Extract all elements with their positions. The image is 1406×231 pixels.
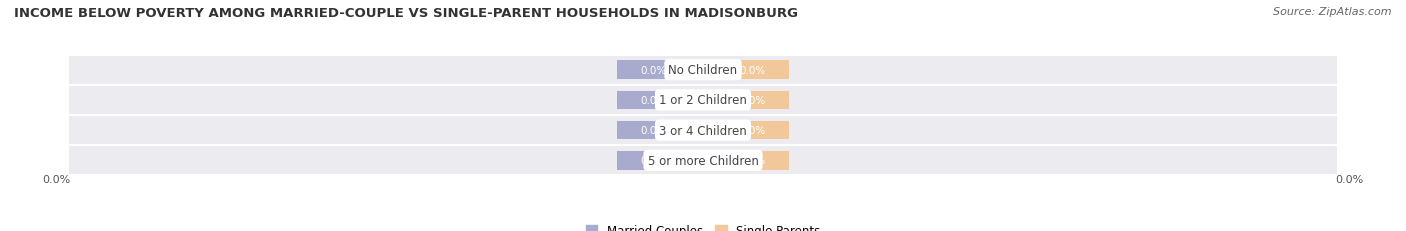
Bar [617, 121, 690, 140]
Text: 0.0%: 0.0% [640, 65, 666, 75]
Text: 0.0%: 0.0% [740, 126, 766, 136]
Text: INCOME BELOW POVERTY AMONG MARRIED-COUPLE VS SINGLE-PARENT HOUSEHOLDS IN MADISON: INCOME BELOW POVERTY AMONG MARRIED-COUPL… [14, 7, 799, 20]
Legend: Married Couples, Single Parents: Married Couples, Single Parents [581, 219, 825, 231]
Bar [69, 87, 1337, 114]
Text: Source: ZipAtlas.com: Source: ZipAtlas.com [1274, 7, 1392, 17]
Text: 1 or 2 Children: 1 or 2 Children [659, 94, 747, 107]
Text: 0.0%: 0.0% [640, 126, 666, 136]
Bar [69, 117, 1337, 144]
Bar [617, 151, 690, 170]
Text: 0.0%: 0.0% [42, 174, 70, 184]
Bar [716, 151, 789, 170]
Text: 0.0%: 0.0% [640, 156, 666, 166]
Bar [69, 57, 1337, 84]
Bar [716, 91, 789, 110]
Bar [716, 61, 789, 80]
Text: No Children: No Children [668, 64, 738, 77]
Text: 5 or more Children: 5 or more Children [648, 154, 758, 167]
Text: 0.0%: 0.0% [740, 95, 766, 105]
Text: 0.0%: 0.0% [640, 95, 666, 105]
Bar [617, 61, 690, 80]
Text: 0.0%: 0.0% [1336, 174, 1364, 184]
Text: 3 or 4 Children: 3 or 4 Children [659, 124, 747, 137]
Bar [716, 121, 789, 140]
Bar [69, 147, 1337, 174]
Text: 0.0%: 0.0% [740, 65, 766, 75]
Bar [617, 91, 690, 110]
Text: 0.0%: 0.0% [740, 156, 766, 166]
